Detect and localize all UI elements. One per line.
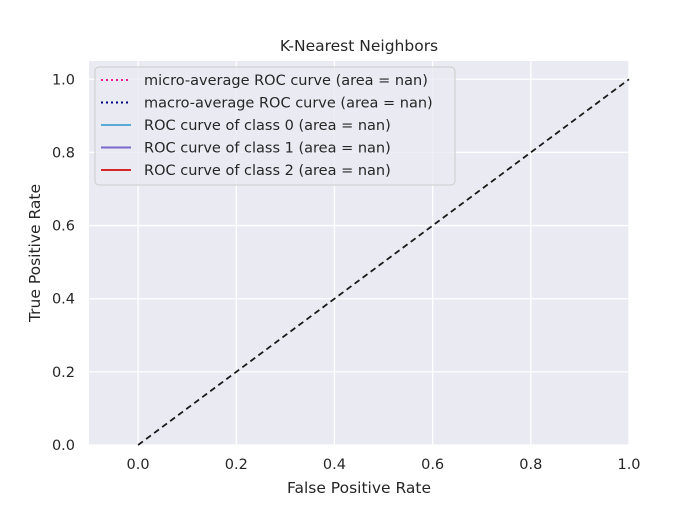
x-tick-label: 0.6	[421, 457, 444, 473]
legend-label: micro-average ROC curve (area = nan)	[144, 73, 428, 89]
legend-label: ROC curve of class 0 (area = nan)	[144, 118, 391, 134]
y-axis-label: True Positive Rate	[26, 184, 44, 323]
reference-line-layer	[137, 78, 630, 446]
x-tick-label: 1.0	[617, 457, 640, 473]
legend-label: ROC curve of class 1 (area = nan)	[144, 141, 391, 157]
y-tick-label: 0.8	[52, 145, 75, 161]
y-tick-label: 0.6	[52, 219, 75, 235]
tick-labels: 0.0 0.2 0.4 0.6 0.8 1.0 0.0 0.2 0.4 0.6 0.8 1.0	[52, 72, 641, 473]
x-tick-label: 0.2	[225, 457, 248, 473]
legend-label: ROC curve of class 2 (area = nan)	[144, 163, 391, 179]
reference-diagonal-line	[137, 78, 630, 446]
y-tick-label: 0.0	[52, 438, 75, 454]
y-tick-label: 1.0	[52, 72, 75, 88]
chart-title: K-Nearest Neighbors	[280, 37, 438, 55]
x-tick-label: 0.0	[127, 457, 150, 473]
x-tick-label: 0.8	[519, 457, 542, 473]
x-axis-label: False Positive Rate	[287, 479, 431, 497]
y-tick-label: 0.4	[52, 292, 75, 308]
y-tick-label: 0.2	[52, 365, 75, 381]
x-tick-label: 0.4	[323, 457, 346, 473]
legend-label: macro-average ROC curve (area = nan)	[144, 96, 433, 112]
legend-box	[94, 66, 456, 186]
legend: micro-average ROC curve (area = nan) macr…	[94, 66, 456, 186]
